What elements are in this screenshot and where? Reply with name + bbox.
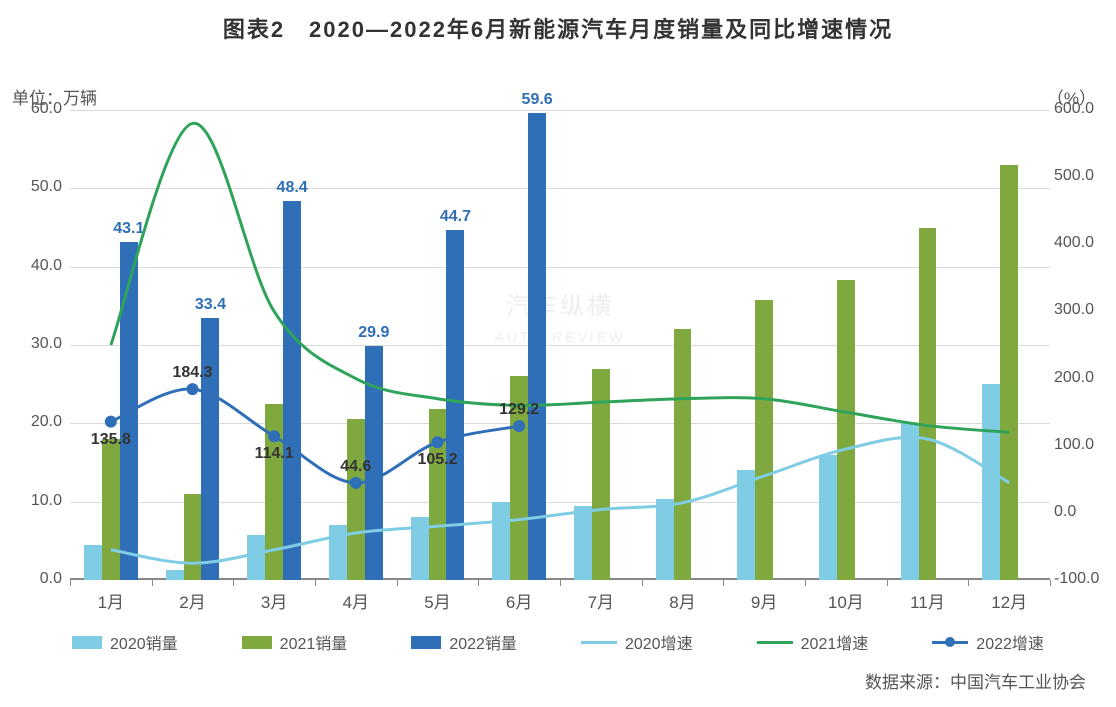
y-left-tick-label: 10.0	[31, 492, 62, 510]
line-value-label: 114.1	[255, 445, 294, 463]
line-2020增速	[111, 437, 1009, 563]
line-value-label: 135.8	[91, 431, 131, 449]
x-tick-label: 1月	[98, 588, 124, 613]
y-right-tick-label: 400.0	[1054, 234, 1094, 252]
legend-label: 2021销量	[280, 630, 348, 654]
line-marker	[432, 436, 444, 448]
line-marker	[105, 416, 117, 428]
y-right-tick-label: 100.0	[1054, 436, 1094, 454]
legend-line-swatch	[757, 641, 793, 644]
line-marker	[513, 420, 525, 432]
legend-line-swatch	[932, 641, 968, 644]
x-tick-label: 4月	[343, 588, 369, 613]
x-tick-label: 11月	[910, 588, 945, 613]
y-right-tick-label: 500.0	[1054, 167, 1094, 185]
line-value-label: 184.3	[172, 364, 212, 382]
legend-line-swatch	[581, 641, 617, 644]
legend-swatch	[411, 636, 441, 649]
y-left-tick-label: 50.0	[31, 178, 62, 196]
x-tick-label: 2月	[179, 588, 205, 613]
x-tick-label: 6月	[506, 588, 532, 613]
lines-layer	[70, 110, 1050, 580]
x-tick-mark	[1050, 580, 1051, 586]
y-left-tick-label: 40.0	[31, 257, 62, 275]
line-marker	[268, 430, 280, 442]
bar-value-label: 59.6	[522, 91, 553, 109]
y-right-tick-label: 200.0	[1054, 369, 1094, 387]
y-left-tick-label: 60.0	[31, 100, 62, 118]
line-marker	[187, 383, 199, 395]
source-label: 数据来源：中国汽车工业协会	[865, 668, 1086, 693]
y-right-tick-label: 0.0	[1054, 503, 1076, 521]
legend-label: 2020增速	[625, 630, 693, 654]
x-tick-label: 8月	[669, 588, 695, 613]
legend-swatch	[242, 636, 272, 649]
line-value-label: 129.2	[499, 401, 539, 419]
legend-swatch	[72, 636, 102, 649]
y-right-tick-label: 600.0	[1054, 100, 1094, 118]
y-left-tick-label: 30.0	[31, 335, 62, 353]
legend-marker-icon	[945, 637, 955, 647]
chart-container: 图表2 2020—2022年6月新能源汽车月度销量及同比增速情况 单位：万辆 （…	[0, 0, 1116, 707]
legend-item: 2020销量	[72, 630, 178, 654]
legend-item: 2020增速	[581, 630, 693, 654]
y-right-tick-label: 300.0	[1054, 301, 1094, 319]
legend-label: 2022销量	[449, 630, 517, 654]
y-axis-right: -100.00.0100.0200.0300.0400.0500.0600.0	[1050, 110, 1100, 580]
x-axis: 1月 2月 3月 4月 5月 6月 7月 8月 9月 10月 11月 12月	[70, 582, 1050, 612]
y-right-tick-label: -100.0	[1054, 570, 1099, 588]
chart-title: 图表2 2020—2022年6月新能源汽车月度销量及同比增速情况	[0, 12, 1116, 44]
line-value-label: 105.2	[417, 451, 457, 469]
x-tick-label: 5月	[424, 588, 450, 613]
legend: 2020销量 2021销量 2022销量 2020增速 2021增速 2022增速	[40, 630, 1076, 654]
y-axis-left: 0.010.020.030.040.050.060.0	[16, 110, 66, 580]
legend-item: 2022销量	[411, 630, 517, 654]
legend-item: 2022增速	[932, 630, 1044, 654]
legend-label: 2021增速	[801, 630, 869, 654]
x-tick-label: 9月	[751, 588, 777, 613]
y-left-tick-label: 20.0	[31, 413, 62, 431]
legend-item: 2021销量	[242, 630, 348, 654]
line-marker	[350, 477, 362, 489]
line-2022增速	[111, 389, 519, 483]
plot-area: 汽车纵横 AUTO REVIEW 43.133.448.429.944.759.…	[70, 110, 1050, 580]
x-tick-label: 7月	[588, 588, 614, 613]
x-tick-label: 10月	[828, 588, 864, 613]
y-left-tick-label: 0.0	[40, 570, 62, 588]
x-tick-label: 3月	[261, 588, 287, 613]
x-tick-label: 12月	[991, 588, 1027, 613]
line-2021增速	[111, 123, 1009, 432]
legend-item: 2021增速	[757, 630, 869, 654]
line-value-label: 44.6	[340, 458, 371, 476]
legend-label: 2022增速	[976, 630, 1044, 654]
legend-label: 2020销量	[110, 630, 178, 654]
